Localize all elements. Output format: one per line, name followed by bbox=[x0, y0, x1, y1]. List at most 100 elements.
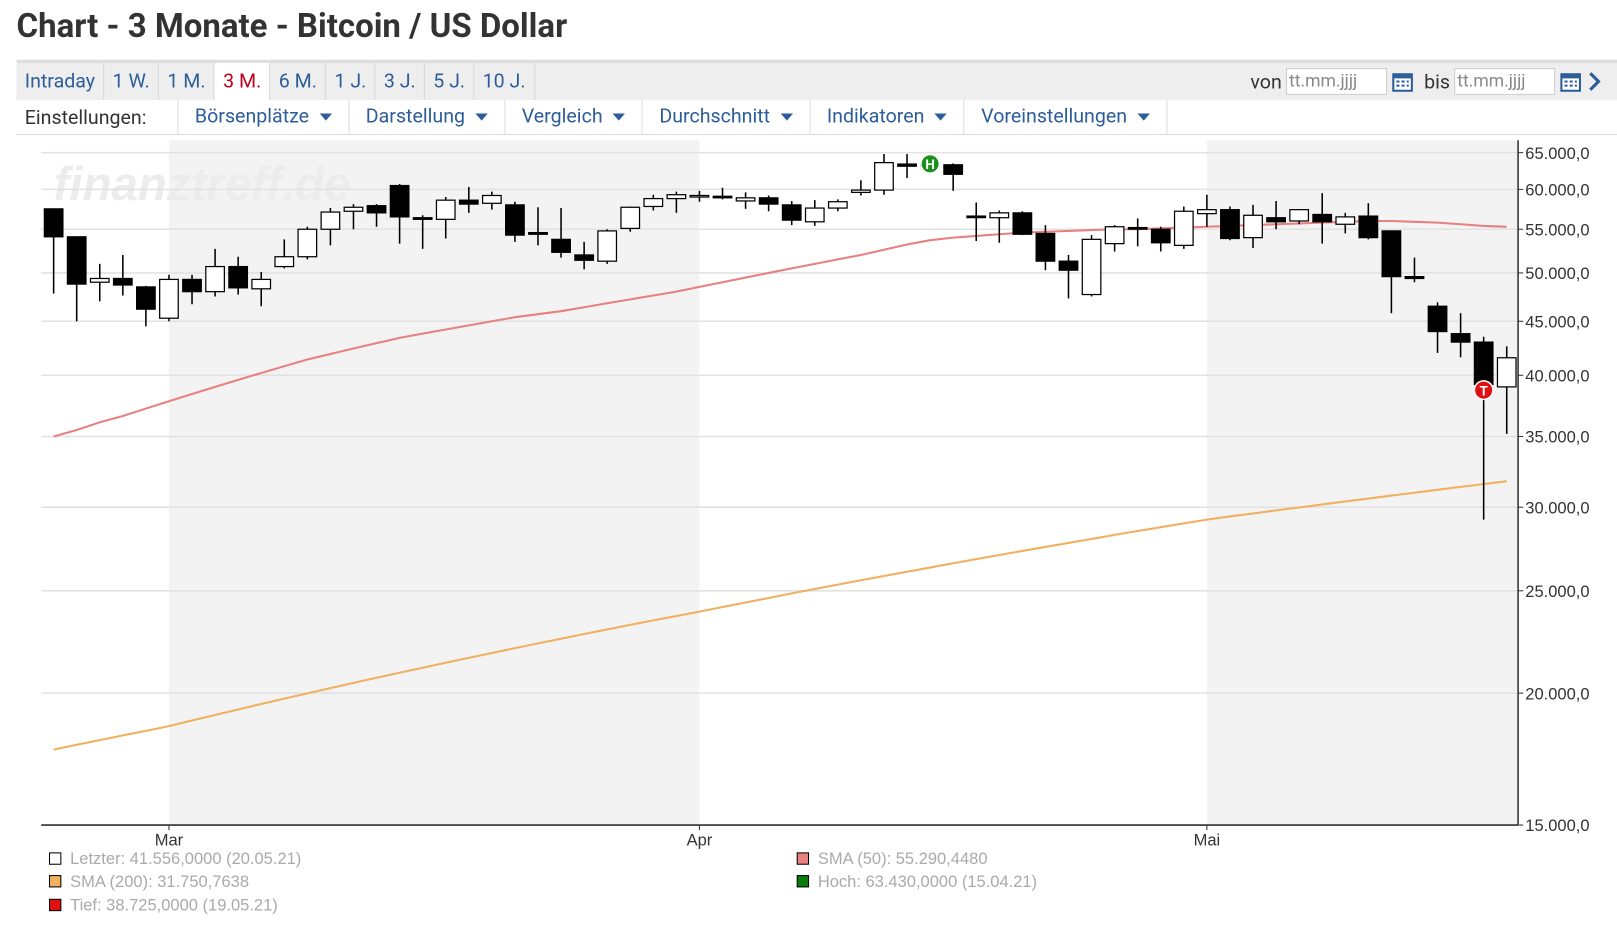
candle-body bbox=[1220, 209, 1240, 240]
candle-body bbox=[1081, 238, 1102, 296]
candle-body bbox=[666, 194, 687, 200]
candle-body bbox=[228, 265, 249, 289]
calendar-icon[interactable] bbox=[1559, 70, 1582, 93]
candle-body bbox=[1243, 214, 1263, 239]
dropdown[interactable]: Indikatoren bbox=[809, 99, 963, 135]
candle-body bbox=[389, 184, 410, 218]
y-tick-label: 30.000,0 bbox=[1525, 499, 1589, 517]
candle-body bbox=[1035, 232, 1056, 262]
candle-body bbox=[966, 215, 987, 219]
candle-body bbox=[1104, 226, 1125, 245]
candle-body bbox=[1496, 357, 1517, 388]
candle-body bbox=[1012, 212, 1033, 235]
candle-body bbox=[251, 278, 272, 290]
tab[interactable]: 10 J. bbox=[474, 62, 535, 101]
tab[interactable]: 3 M. bbox=[214, 62, 271, 101]
candle-body bbox=[1266, 217, 1286, 223]
month-band bbox=[1206, 140, 1519, 826]
marker bbox=[920, 153, 941, 174]
y-tick-label: 40.000,0 bbox=[1525, 367, 1589, 385]
candle-body bbox=[1450, 333, 1471, 343]
candle-body bbox=[597, 230, 618, 262]
candle-body bbox=[1173, 210, 1194, 246]
go-arrow[interactable] bbox=[1586, 70, 1603, 93]
dropdown[interactable]: Vergleich bbox=[504, 99, 642, 135]
candle-body bbox=[343, 206, 364, 212]
date-range: von tt.mm.jjjj bis tt.mm.jjjj bbox=[1250, 68, 1617, 95]
candle-body bbox=[735, 197, 756, 202]
legend-label: Tief: 38.725,0000 (19.05.21) bbox=[70, 897, 278, 915]
tab-bar: Intraday 1 W. 1 M. 3 M. 6 M. 1 J. 3 J. 5 J. 10 J… bbox=[16, 59, 1617, 101]
tab[interactable]: Intraday bbox=[17, 62, 105, 101]
candle-body bbox=[551, 238, 571, 253]
candle-body bbox=[1150, 228, 1171, 244]
candle-body bbox=[159, 278, 179, 319]
tab[interactable]: 3 J. bbox=[376, 62, 425, 101]
candle-body bbox=[989, 212, 1010, 219]
from-input[interactable]: tt.mm.jjjj bbox=[1285, 68, 1387, 95]
candle-body bbox=[435, 199, 456, 220]
y-tick-label: 15.000,0 bbox=[1525, 817, 1589, 835]
candle-body bbox=[205, 265, 225, 293]
candle-body bbox=[897, 163, 917, 167]
tab[interactable]: 1 W. bbox=[104, 62, 160, 101]
candle-body bbox=[297, 228, 318, 258]
candle-body bbox=[1058, 260, 1079, 271]
dropdown[interactable]: Durchschnitt bbox=[641, 99, 809, 135]
candle-body bbox=[320, 211, 341, 230]
candle-body bbox=[758, 197, 779, 205]
candle-body bbox=[89, 277, 110, 283]
tab[interactable]: 6 M. bbox=[271, 62, 327, 101]
y-tick-label: 60.000,0 bbox=[1525, 182, 1589, 200]
candle-body bbox=[712, 195, 733, 199]
candle-body bbox=[574, 254, 595, 261]
candle-body bbox=[412, 217, 433, 220]
chart: Mar Apr Mai finanztreff.de 15.000,0 20.000,0 2… bbox=[41, 140, 1590, 915]
dropdown[interactable]: Börsenplätze bbox=[177, 99, 348, 135]
candle-body bbox=[135, 286, 156, 310]
candle-body bbox=[874, 161, 894, 191]
candle-body bbox=[620, 206, 641, 230]
to-input[interactable]: tt.mm.jjjj bbox=[1454, 68, 1556, 95]
candle-body bbox=[274, 256, 295, 268]
settings-label: Einstellungen: bbox=[24, 104, 147, 129]
legend-swatch bbox=[48, 898, 62, 912]
x-tick-label: Apr bbox=[687, 832, 713, 850]
legend-label: Letzter: 41.556,0000 (20.05.21) bbox=[70, 850, 301, 868]
legend-swatch bbox=[48, 852, 62, 865]
legend-swatch bbox=[796, 875, 810, 888]
dropdown[interactable]: Voreinstellungen bbox=[963, 99, 1168, 135]
settings-bar: Einstellungen: Börsenplätze Darstellung Ve… bbox=[16, 99, 1617, 136]
watermark: finanztreff.de bbox=[54, 158, 351, 211]
legend-label: SMA (50): 55.290,4480 bbox=[818, 850, 988, 868]
y-tick-label: 20.000,0 bbox=[1525, 685, 1589, 703]
legend-label: Hoch: 63.430,0000 (15.04.21) bbox=[818, 873, 1037, 891]
tab[interactable]: 1 J. bbox=[326, 62, 376, 101]
candle-body bbox=[505, 204, 525, 236]
sma-line bbox=[53, 219, 1507, 438]
candle-body bbox=[781, 204, 802, 221]
candle-body bbox=[1381, 230, 1402, 278]
month-band bbox=[168, 140, 700, 826]
candle-body bbox=[827, 201, 848, 209]
candle-body bbox=[851, 189, 871, 194]
calendar-icon[interactable] bbox=[1391, 70, 1414, 93]
y-tick-label: 25.000,0 bbox=[1525, 583, 1589, 601]
candle-body bbox=[1196, 209, 1217, 215]
y-tick-label: 65.000,0 bbox=[1525, 145, 1589, 163]
marker bbox=[1473, 380, 1494, 401]
y-tick-label: 55.000,0 bbox=[1525, 221, 1589, 239]
page-title: Chart - 3 Monate - Bitcoin / US Dollar bbox=[16, 6, 568, 46]
candle-body bbox=[182, 278, 202, 293]
dropdown[interactable]: Darstellung bbox=[348, 99, 504, 135]
candle-body bbox=[458, 199, 479, 205]
tab[interactable]: 5 J. bbox=[425, 62, 475, 101]
candle-body bbox=[112, 277, 133, 286]
candle-body bbox=[1358, 215, 1379, 239]
candle-body bbox=[528, 231, 548, 235]
y-tick-label: 45.000,0 bbox=[1525, 313, 1589, 331]
marker-label: T bbox=[1480, 383, 1489, 398]
tab[interactable]: 1 M. bbox=[159, 62, 215, 101]
candle-body bbox=[43, 208, 64, 238]
